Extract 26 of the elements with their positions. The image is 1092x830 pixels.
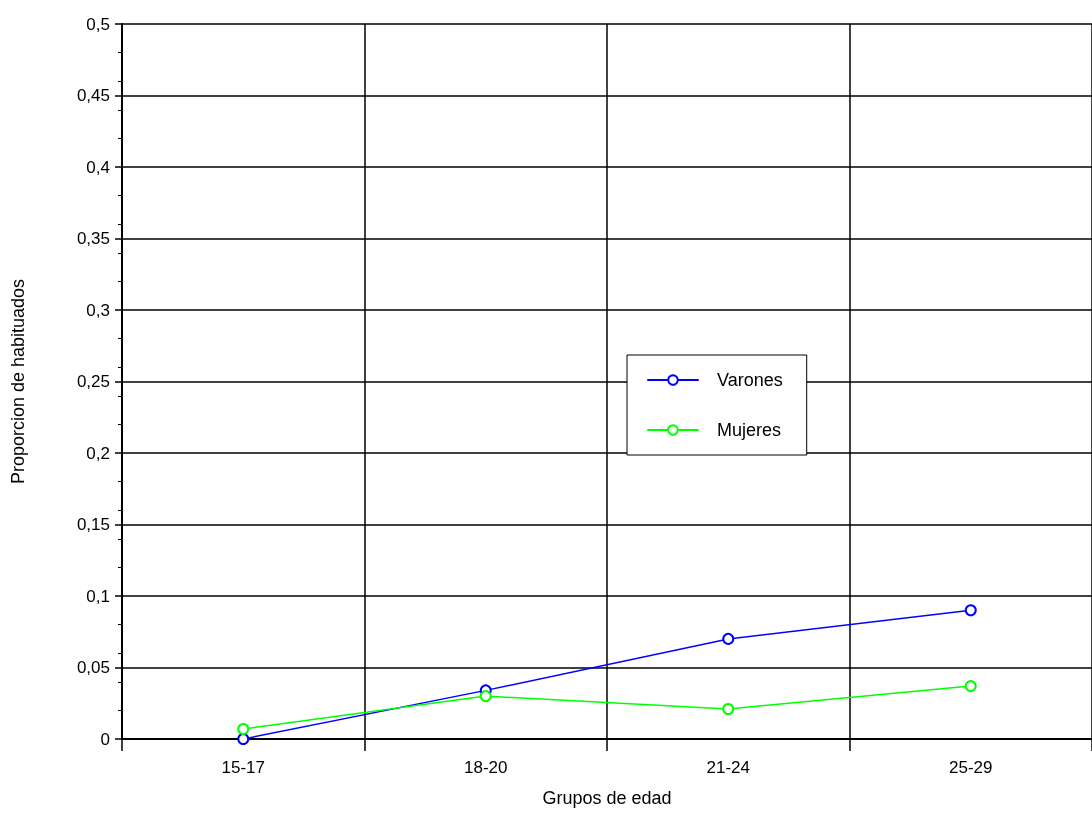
point — [237, 733, 250, 745]
x-tick-label: 18-20 — [464, 758, 508, 777]
point — [964, 680, 977, 693]
y-tick-label: 0,1 — [86, 586, 110, 606]
x-tick-label: 21-24 — [706, 758, 750, 777]
point — [722, 702, 735, 715]
x-axis-title: Grupos de edad — [542, 788, 672, 808]
y-tick-label: 0,4 — [86, 157, 110, 177]
legend-label: Mujeres — [717, 420, 782, 440]
y-tick-label: 0 — [100, 729, 110, 749]
point — [964, 604, 977, 617]
y-tick-label: 0,5 — [86, 14, 110, 34]
x-tick-label: 25-29 — [949, 758, 993, 777]
y-tick-label: 0,25 — [76, 372, 110, 391]
y-tick-label: 0,15 — [76, 515, 110, 534]
legend-label: Varones — [717, 370, 783, 390]
y-tick-label: 0,05 — [76, 658, 110, 677]
y-tick-label: 0,2 — [86, 443, 110, 463]
y-axis-title: Proporcion de habituados — [8, 278, 28, 485]
point — [237, 722, 250, 735]
x-tick-label: 15-17 — [221, 758, 265, 777]
y-tick-label: 0,3 — [86, 300, 110, 320]
y-tick-label: 0,45 — [76, 86, 110, 105]
point — [479, 690, 492, 703]
y-tick-label: 0,35 — [76, 229, 110, 248]
point — [722, 632, 735, 645]
